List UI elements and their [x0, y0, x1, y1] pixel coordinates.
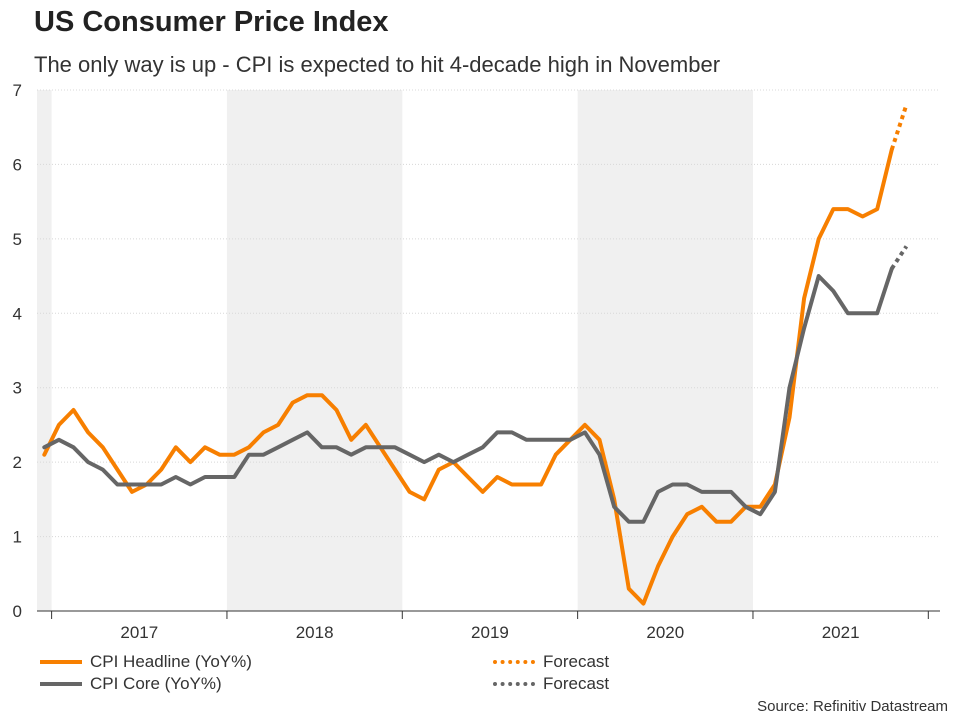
x-tick-label-2021: 2021	[822, 623, 860, 642]
series-line-cpi-headline-yoy-0	[42, 147, 894, 606]
y-tick-label-0: 0	[13, 602, 22, 621]
legend-item-cpi-headline: CPI Headline (YoY%)	[40, 652, 252, 672]
legend-label-cpi-headline: CPI Headline (YoY%)	[90, 652, 252, 671]
legend-swatch-solid-gray	[40, 682, 82, 686]
legend-swatch-dotted-orange	[493, 660, 535, 664]
legend-item-forecast-core: Forecast	[493, 674, 609, 694]
legend-swatch-dotted-gray	[493, 682, 535, 686]
y-tick-label-1: 1	[13, 528, 22, 547]
shaded-band-0	[37, 90, 52, 611]
x-tick-label-2019: 2019	[471, 623, 509, 642]
shaded-band-1	[226, 90, 403, 611]
series-line-forecast-3	[890, 245, 909, 270]
legend-label-cpi-core: CPI Core (YoY%)	[90, 674, 222, 693]
chart-title: US Consumer Price Index	[34, 6, 389, 38]
source-note: Source: Refinitiv Datastream	[757, 698, 948, 715]
legend-label-forecast-headline: Forecast	[543, 652, 610, 671]
x-tick-label-2018: 2018	[296, 623, 334, 642]
y-tick-label-2: 2	[13, 453, 22, 472]
legend-item-forecast-headline: Forecast	[493, 652, 609, 672]
y-tick-label-3: 3	[13, 379, 22, 398]
legend-swatch-solid-orange	[40, 660, 82, 664]
y-tick-label-4: 4	[13, 304, 22, 323]
legend-item-cpi-core: CPI Core (YoY%)	[40, 674, 222, 694]
legend-label-forecast-core: Forecast	[543, 674, 610, 693]
shaded-band-2	[577, 90, 753, 611]
chart-subtitle: The only way is up - CPI is expected to …	[34, 52, 721, 77]
x-tick-label-2020: 2020	[646, 623, 684, 642]
x-tick-label-2017: 2017	[120, 623, 158, 642]
series-line-cpi-core-yoy-2	[42, 266, 894, 524]
y-tick-label-6: 6	[13, 155, 22, 174]
series-line-forecast-1	[889, 104, 909, 151]
y-tick-label-5: 5	[13, 230, 22, 249]
y-tick-label-7: 7	[13, 81, 22, 100]
